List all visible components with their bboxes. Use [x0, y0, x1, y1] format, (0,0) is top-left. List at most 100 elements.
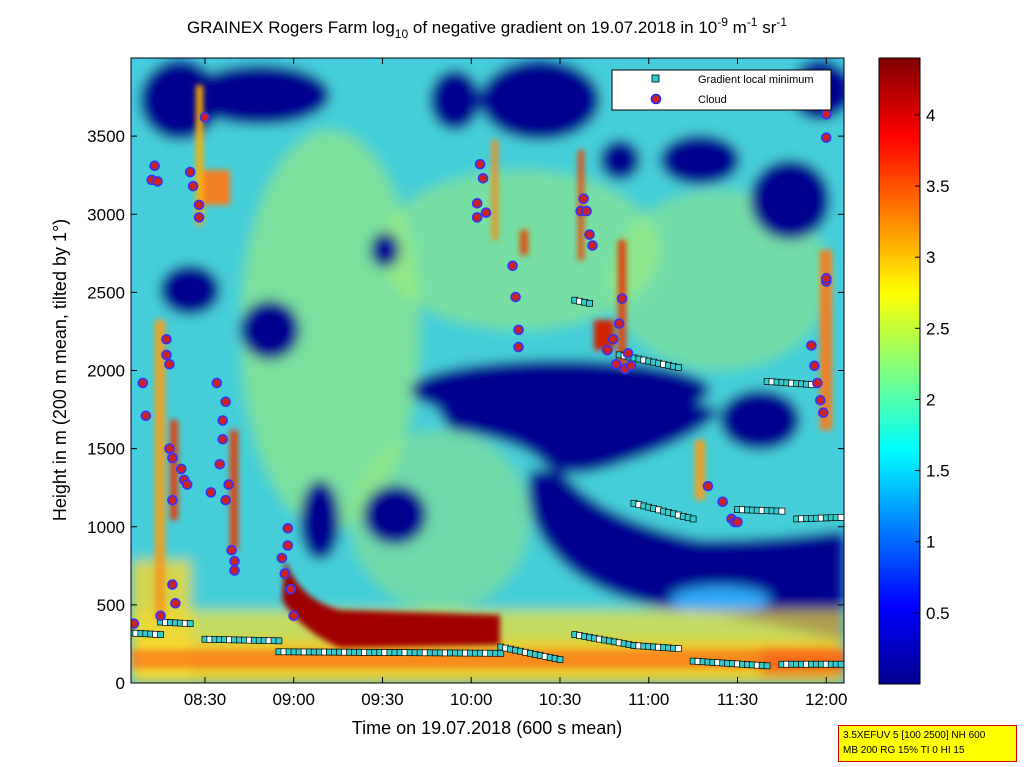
cloud-marker	[193, 212, 205, 223]
gradient-minimum-marker	[556, 656, 564, 663]
cloud-marker	[812, 377, 823, 389]
cloud-marker	[164, 358, 175, 370]
cloud-marker	[616, 293, 628, 304]
colorbar-tick-label: 2.5	[926, 319, 950, 338]
cloud-marker	[471, 212, 483, 223]
legend-gradient-label: Gradient local minimum	[698, 74, 814, 86]
cloud-marker	[181, 479, 193, 490]
cloud-marker	[513, 341, 524, 353]
x-tick-label: 12:00	[805, 690, 848, 709]
colorbar-ticks: 0.5 1 1.5 2 2.5 3 3.5 4	[915, 106, 950, 623]
colorbar-tick-label: 1.5	[926, 462, 950, 481]
cloud-marker	[193, 199, 205, 211]
cloud-marker	[170, 598, 181, 609]
y-tick-label: 500	[97, 596, 125, 615]
cloud-marker	[229, 555, 240, 567]
cloud-marker	[279, 568, 291, 579]
gradient-minimum-marker	[837, 514, 844, 521]
cloud-marker	[282, 540, 294, 551]
cloud-marker	[211, 377, 223, 389]
cloud-marker	[217, 415, 229, 426]
legend-cloud-marker	[650, 93, 662, 105]
cloud-marker	[217, 433, 229, 445]
gradient-minimum-marker	[157, 631, 164, 638]
cloud-marker	[288, 610, 300, 622]
cloud-marker	[152, 176, 163, 187]
cloud-marker	[474, 158, 486, 170]
cloud-marker	[513, 324, 524, 336]
cloud-marker	[167, 452, 178, 464]
cloud-marker	[175, 463, 187, 475]
cloud-marker	[161, 349, 172, 361]
gradient-minimum-marker	[674, 364, 682, 371]
colorbar-tick-label: 4	[926, 106, 935, 125]
colorbar-tick-label: 3.5	[926, 177, 950, 196]
cloud-marker	[622, 348, 634, 359]
cloud-marker	[140, 410, 152, 422]
cloud-marker	[285, 583, 297, 595]
y-axis-label: Height in m (200 m mean, tilted by 1°)	[50, 219, 70, 521]
cloud-marker	[223, 479, 234, 490]
cloud-marker	[187, 180, 199, 192]
cloud-marker	[625, 360, 637, 372]
cloud-marker	[214, 458, 226, 470]
cloud-marker	[607, 333, 619, 345]
cloud-marker	[815, 394, 826, 406]
colorbar-tick-label: 2	[926, 390, 935, 409]
cloud-marker	[149, 160, 160, 172]
cloud-marker	[167, 494, 178, 506]
cloud-marker	[184, 166, 196, 178]
cloud-marker	[610, 358, 622, 370]
cloud-marker	[820, 132, 832, 143]
cloud-marker	[164, 443, 175, 454]
x-tick-label: 11:30	[717, 690, 758, 709]
colorbar-tick-label: 3	[926, 248, 935, 267]
colorbar: 0.5 1 1.5 2 2.5 3 3.5 4	[878, 57, 950, 685]
info-box: 3.5XEFUV 5 [100 2500] NH 600 MB 200 RG 1…	[838, 725, 1017, 762]
cloud-marker	[226, 544, 237, 556]
cloud-marker	[229, 565, 240, 576]
colorbar-tick-label: 1	[926, 533, 935, 552]
cloud-marker	[578, 193, 589, 204]
cloud-marker	[480, 207, 492, 218]
y-tick-label: 2500	[87, 283, 125, 302]
cloud-marker	[817, 407, 829, 418]
gradient-minimum-marker	[586, 299, 593, 307]
x-tick-label: 10:30	[539, 690, 582, 709]
x-tick-label: 09:30	[361, 690, 404, 709]
cloud-marker	[820, 273, 832, 284]
cloud-marker	[205, 487, 217, 498]
cloud-marker	[131, 618, 140, 629]
cloud-marker	[282, 523, 294, 534]
legend-cloud-label: Cloud	[698, 94, 727, 106]
x-tick-label: 11:00	[628, 690, 669, 709]
cloud-markers	[131, 108, 832, 629]
cloud-marker	[161, 333, 172, 345]
cloud-marker	[155, 610, 166, 622]
x-tick-label: 08:30	[184, 690, 227, 709]
y-tick-label: 3500	[87, 127, 125, 146]
gradient-minimum-marker	[275, 637, 283, 645]
y-tick-label: 3000	[87, 205, 125, 224]
heatmap-area	[131, 58, 844, 683]
cloud-marker	[507, 260, 518, 272]
y-tick-label: 0	[116, 674, 125, 693]
gradient-minimum-marker	[674, 645, 682, 652]
cloud-marker	[809, 360, 820, 372]
y-axis-ticks: 0 500 1000 1500 2000 2500 3000 3500	[87, 127, 844, 693]
cloud-marker	[820, 108, 832, 120]
legend-gradient-marker	[651, 74, 660, 83]
x-axis-ticks: 08:30 09:00 09:30 10:00 10:30 11:00 11:30 12:00	[184, 58, 848, 709]
colorbar-tick-label: 0.5	[926, 604, 950, 623]
legend: Gradient local minimum Cloud	[611, 69, 832, 111]
info-line-1: 3.5XEFUV 5 [100 2500] NH 600	[843, 730, 986, 741]
cloud-marker	[581, 205, 592, 217]
x-axis-label: Time on 19.07.2018 (600 s mean)	[352, 718, 623, 738]
gradient-minimum-marker	[186, 620, 194, 627]
info-line-2: MB 200 RG 15% TI 0 HI 15	[843, 745, 965, 756]
y-tick-label: 1500	[87, 440, 125, 459]
cloud-marker	[702, 480, 714, 492]
cloud-marker	[602, 344, 613, 356]
x-tick-label: 09:00	[272, 690, 315, 709]
y-tick-label: 2000	[87, 362, 125, 381]
